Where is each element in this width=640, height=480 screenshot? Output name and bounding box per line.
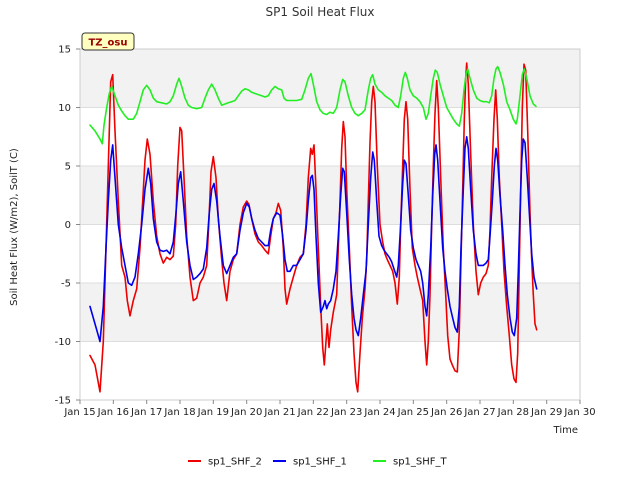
legend-item: sp1_SHF_T: [373, 457, 448, 468]
plot-band: [80, 341, 580, 400]
x-tick-label: Jan 17: [130, 407, 162, 418]
plot-band: [80, 224, 580, 283]
x-tick-label: Jan 16: [97, 407, 129, 418]
plot-band: [80, 49, 580, 108]
y-tick-label: -10: [55, 337, 71, 348]
legend-label: sp1_SHF_2: [208, 457, 262, 468]
legend-label: sp1_SHF_1: [293, 457, 347, 468]
x-tick-label: Jan 23: [330, 407, 362, 418]
y-tick-label: 5: [65, 162, 71, 173]
x-tick-label: Jan 29: [530, 407, 562, 418]
x-tick-label: Jan 21: [263, 407, 295, 418]
legend-item: sp1_SHF_2: [188, 457, 262, 468]
series-line-sp1_SHF_T: [89, 65, 537, 145]
y-tick-label: 0: [65, 220, 71, 231]
x-tick-label: Jan 28: [497, 407, 529, 418]
series-group: [89, 62, 538, 393]
x-tick-label: Jan 15: [63, 407, 95, 418]
legend-label: sp1_SHF_T: [393, 457, 448, 468]
site-badge: TZ_osu: [81, 32, 135, 51]
y-tick-label: 15: [58, 45, 71, 56]
x-tick-label: Jan 19: [197, 407, 229, 418]
x-tick-label: Jan 27: [463, 407, 495, 418]
plot-bands: [80, 49, 580, 400]
y-tick-label: -5: [61, 279, 71, 290]
x-tick-label: Jan 26: [430, 407, 462, 418]
x-tick-label: Jan 22: [297, 407, 329, 418]
x-tick-label: Jan 30: [563, 407, 595, 418]
series-line-sp1_SHF_1: [89, 136, 538, 343]
site-badge-box: [81, 32, 135, 51]
site-badge-label: TZ_osu: [88, 38, 127, 49]
y-axis-ticks: -15 -10 -5 0 5 10 15: [55, 45, 80, 407]
chart-title: SP1 Soil Heat Flux: [266, 5, 375, 19]
x-tick-label: Jan 25: [397, 407, 429, 418]
legend-item: sp1_SHF_1: [273, 457, 347, 468]
y-tick-label: 10: [58, 103, 71, 114]
x-tick-label: Jan 20: [230, 407, 262, 418]
y-axis-title: Soil Heat Flux (W/m2), SoilT (C): [9, 148, 20, 306]
x-axis-ticks: Jan 15 Jan 16 Jan 17 Jan 18 Jan 19 Jan 20 Jan …: [63, 400, 596, 418]
x-axis-title: Time: [553, 425, 578, 436]
plot-band: [80, 166, 580, 225]
legend: sp1_SHF_2 sp1_SHF_1 sp1_SHF_T: [188, 457, 448, 468]
y-tick-label: -15: [55, 396, 71, 407]
x-tick-label: Jan 18: [163, 407, 195, 418]
plot-band: [80, 107, 580, 166]
x-tick-label: Jan 24: [363, 407, 395, 418]
